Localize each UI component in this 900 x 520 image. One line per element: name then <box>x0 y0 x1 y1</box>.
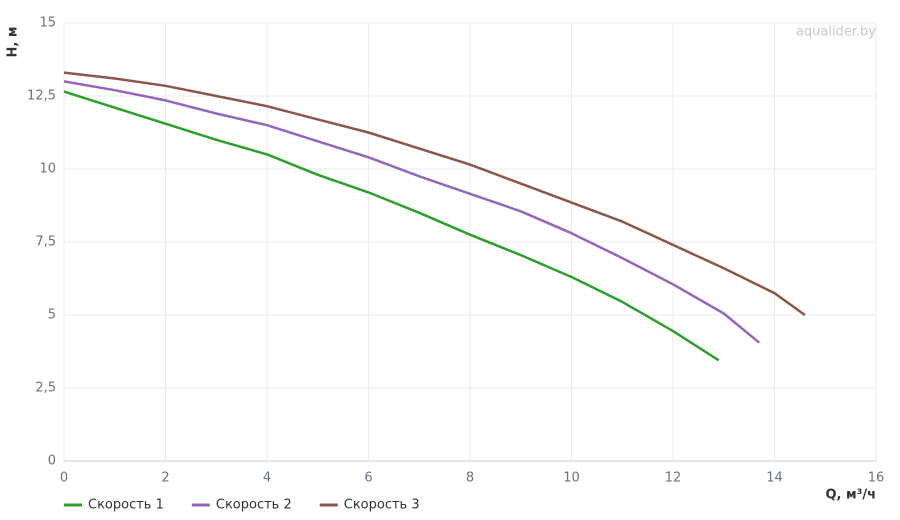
x-tick-label: 0 <box>60 471 68 486</box>
x-tick-label: 10 <box>563 471 580 486</box>
legend-label: Скорость 2 <box>216 498 292 513</box>
x-tick-label: 6 <box>364 471 372 486</box>
line <box>63 80 761 344</box>
y-tick-label: 12,5 <box>27 89 56 104</box>
legend-label: Скорость 1 <box>88 498 164 513</box>
x-tick-label: 4 <box>263 471 271 486</box>
watermark: aqualider.by <box>796 25 876 40</box>
y-tick-label: 0 <box>48 454 56 469</box>
legend-label: Скорость 3 <box>344 498 420 513</box>
line <box>63 71 806 317</box>
x-tick-label: 12 <box>665 471 682 486</box>
y-tick-label: 5 <box>48 308 56 323</box>
y-tick-label: 2,5 <box>35 381 56 396</box>
y-tick-label: 7,5 <box>35 235 56 250</box>
y-tick-label: 15 <box>39 16 56 31</box>
y-axis-title: H, м <box>6 27 21 58</box>
x-tick-label: 2 <box>161 471 169 486</box>
x-axis-title: Q, м³/ч <box>825 488 876 503</box>
x-tick-label: 14 <box>766 471 783 486</box>
x-tick-label: 8 <box>466 471 474 486</box>
y-tick-label: 10 <box>39 162 56 177</box>
x-tick-label: 16 <box>868 471 885 486</box>
line <box>63 90 720 362</box>
